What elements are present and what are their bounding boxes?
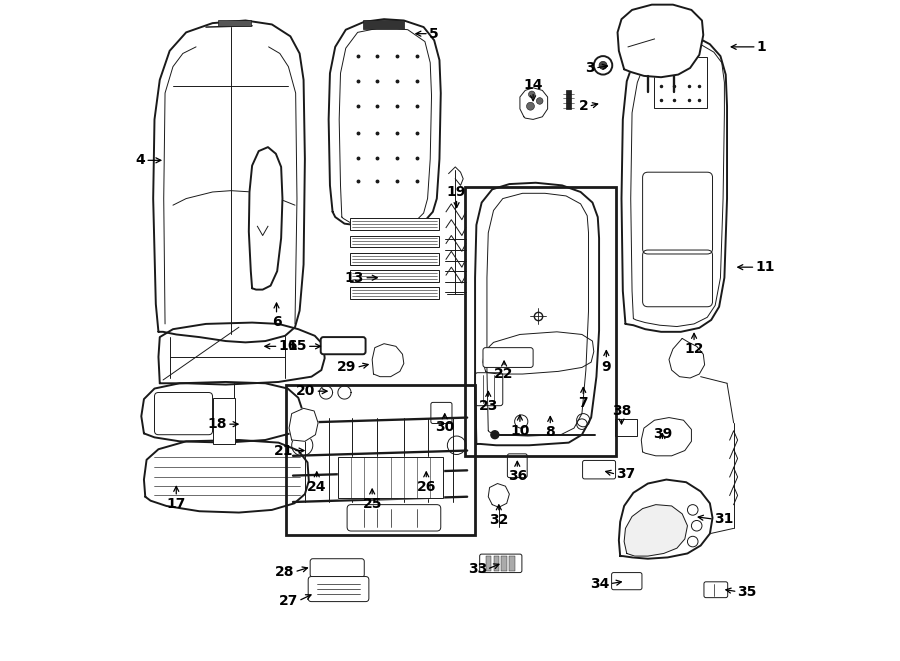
Text: 23: 23 [479,399,498,413]
Text: 25: 25 [363,496,382,511]
Text: 11: 11 [755,260,775,274]
Text: 29: 29 [337,360,356,374]
Polygon shape [350,287,439,299]
Bar [509,556,515,570]
Text: 13: 13 [345,271,364,285]
Polygon shape [153,20,305,342]
Text: 20: 20 [296,384,315,398]
Text: 8: 8 [545,426,555,440]
Text: 6: 6 [272,315,282,329]
Text: 19: 19 [447,184,466,198]
FancyBboxPatch shape [582,461,616,479]
Bar [654,58,707,108]
Text: 36: 36 [508,469,526,483]
Circle shape [528,91,536,98]
Text: 17: 17 [166,496,186,511]
Circle shape [491,431,499,439]
Polygon shape [624,504,688,556]
FancyBboxPatch shape [704,582,728,598]
FancyBboxPatch shape [480,554,522,572]
Polygon shape [489,484,509,507]
FancyBboxPatch shape [612,572,642,590]
Polygon shape [350,270,439,282]
Text: 5: 5 [429,26,438,41]
Text: 10: 10 [510,424,529,438]
Bar [286,385,475,535]
Text: 30: 30 [435,420,454,434]
Text: 7: 7 [579,397,588,410]
Polygon shape [350,235,439,247]
Polygon shape [617,5,703,77]
Text: 32: 32 [489,512,508,527]
Text: 37: 37 [616,467,635,481]
Text: 38: 38 [612,404,631,418]
Polygon shape [669,338,705,378]
Polygon shape [248,147,283,290]
Bar [212,398,235,444]
Bar [338,457,444,498]
Polygon shape [483,332,594,374]
Bar [465,186,616,456]
FancyBboxPatch shape [475,373,503,406]
Text: 26: 26 [417,480,436,494]
Circle shape [688,536,698,547]
Polygon shape [475,182,599,446]
Text: 34: 34 [590,577,609,591]
Polygon shape [144,440,309,512]
Polygon shape [622,34,727,332]
Text: 4: 4 [136,153,145,167]
Bar [566,91,572,109]
Text: 21: 21 [274,444,293,457]
FancyBboxPatch shape [483,348,533,368]
Polygon shape [350,253,439,264]
FancyBboxPatch shape [347,504,441,531]
Polygon shape [338,457,444,498]
Text: 27: 27 [279,594,298,608]
Text: 16: 16 [278,339,298,354]
Text: 28: 28 [274,565,294,579]
Polygon shape [520,88,547,120]
FancyBboxPatch shape [308,576,369,602]
Bar [615,419,637,436]
Text: 1: 1 [757,40,767,54]
Text: 24: 24 [307,480,327,494]
Polygon shape [289,408,318,442]
FancyBboxPatch shape [320,337,365,354]
Bar [218,20,251,26]
Text: 9: 9 [601,360,611,373]
Polygon shape [373,344,404,377]
Circle shape [599,61,607,69]
Bar [493,556,499,570]
Text: 35: 35 [738,585,757,599]
Text: 22: 22 [494,368,514,381]
Text: 14: 14 [524,78,543,92]
Polygon shape [350,218,439,230]
Text: 15: 15 [287,339,307,354]
Polygon shape [642,418,691,456]
Circle shape [691,520,702,531]
FancyBboxPatch shape [431,403,452,424]
Polygon shape [619,480,713,559]
Bar [486,556,491,570]
Text: 3: 3 [586,61,595,75]
Bar [501,556,507,570]
Bar [363,20,404,29]
Text: 18: 18 [208,417,227,431]
Polygon shape [328,19,441,226]
Circle shape [688,504,698,515]
Text: 39: 39 [652,427,672,442]
Text: 31: 31 [714,512,734,526]
Polygon shape [141,382,302,443]
Text: 33: 33 [468,563,487,576]
Circle shape [536,98,543,104]
Circle shape [594,56,612,75]
Polygon shape [158,323,325,385]
FancyBboxPatch shape [310,559,365,577]
FancyBboxPatch shape [508,454,527,478]
Text: 12: 12 [684,342,704,356]
Circle shape [526,102,535,110]
Text: 2: 2 [579,99,589,113]
